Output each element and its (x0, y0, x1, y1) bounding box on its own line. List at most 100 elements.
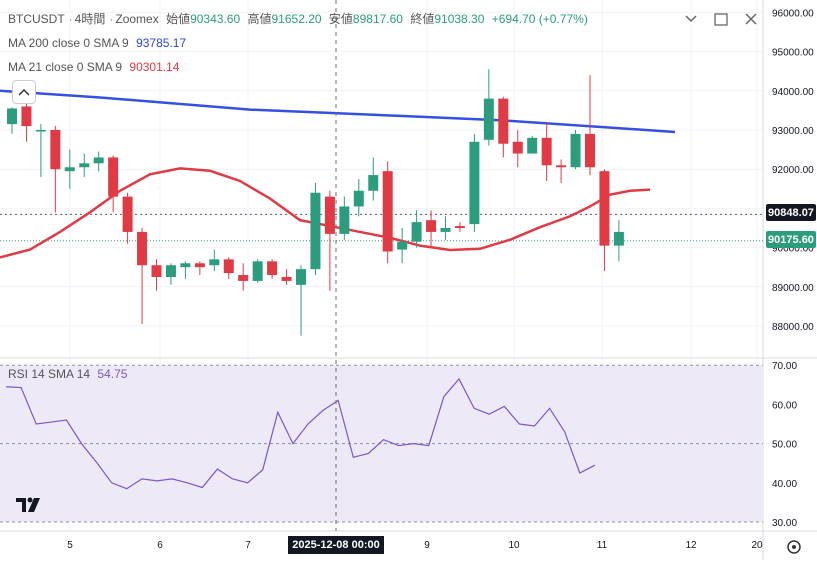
rsi-line-group (5, 377, 596, 490)
high-label: 高値 (247, 12, 272, 26)
candle-body (50, 130, 61, 170)
candle (411, 210, 422, 248)
candle-body (7, 108, 17, 125)
rsi-legend[interactable]: RSI 14 SMA 14 54.75 (8, 367, 131, 381)
candle (35, 124, 46, 178)
candle (527, 135, 538, 154)
time-tick-label: 5 (67, 540, 73, 551)
low-value: 89817.60 (352, 12, 403, 26)
candle-body (527, 137, 538, 154)
change-value: +694.70 (+0.77%) (491, 12, 588, 26)
candle-body (556, 165, 567, 168)
tradingview-logo[interactable] (16, 494, 44, 514)
candle-body (209, 259, 220, 266)
ma200-value: 93785.17 (136, 36, 187, 50)
candle-body (483, 98, 494, 140)
candle (238, 263, 249, 291)
candle (339, 196, 350, 240)
price-tick-label: 93000.00 (772, 126, 814, 137)
candle (599, 169, 610, 272)
candle-body (426, 220, 437, 232)
exchange-label: Zoomex (115, 12, 159, 26)
interval-label[interactable]: 4時間 (74, 12, 106, 26)
maximize-icon (710, 13, 732, 34)
candle (79, 153, 90, 178)
close-button[interactable] (740, 8, 762, 30)
price-tick-label: 90000.00 (772, 244, 814, 255)
candle-body (570, 133, 581, 168)
candle (469, 133, 480, 232)
candle (64, 149, 75, 189)
candle-body (296, 269, 306, 285)
candle-body (469, 141, 480, 225)
candle-body (267, 261, 278, 276)
candle (440, 216, 451, 240)
candle-body (368, 175, 379, 191)
low-label: 安値 (328, 12, 353, 26)
candle (324, 190, 335, 291)
rsi-tick-label: 40.00 (772, 479, 797, 490)
symbol-label[interactable]: BTCUSDT (8, 12, 65, 26)
candle (498, 96, 509, 158)
maximize-button[interactable] (710, 8, 732, 30)
candle-body (512, 141, 523, 154)
chevron-down-button[interactable] (680, 8, 702, 30)
candle (556, 159, 567, 183)
candle (151, 259, 162, 291)
price-tick-label: 95000.00 (772, 48, 814, 59)
candle (585, 75, 595, 176)
time-tick-label: 9 (424, 540, 430, 551)
settings-button[interactable] (784, 537, 804, 557)
candle-body (454, 226, 465, 228)
collapse-legend-button[interactable] (12, 80, 36, 104)
candle-body (93, 157, 104, 164)
candle-body (541, 137, 552, 166)
close-icon (740, 13, 762, 34)
candle-body (382, 171, 393, 252)
candle (541, 122, 552, 181)
candle (483, 69, 494, 146)
ma21-legend[interactable]: MA 21 close 0 SMA 9 90301.14 (8, 60, 183, 74)
rsi-value: 54.75 (97, 367, 128, 381)
crosshair-time-badge: 2025-12-08 00:00 (288, 536, 384, 554)
candle-body (613, 231, 624, 246)
candle (310, 182, 321, 276)
rsi-tick-label: 50.00 (772, 440, 797, 451)
moving-average-lines (0, 89, 676, 259)
candle (50, 126, 61, 213)
candle (165, 263, 176, 285)
chevron-down-icon (680, 15, 702, 34)
high-value: 91652.20 (271, 12, 322, 26)
header-legend: BTCUSDT · 4時間 · Zoomex 始値90343.60 高値91652.20… (8, 12, 588, 26)
time-tick-label: 6 (157, 540, 163, 551)
candle-body (238, 275, 249, 281)
ma21-value: 90301.14 (129, 60, 180, 74)
candle-body (165, 265, 176, 277)
candle (613, 220, 624, 262)
candle-body (194, 263, 205, 268)
candle-body (585, 133, 595, 168)
tradingview-logo-icon (16, 497, 44, 518)
candle-body (339, 206, 350, 234)
time-axis[interactable]: 5 6 7 9 10 11 12 20 (67, 540, 763, 551)
last-price-badge: 90175.60 (766, 231, 816, 248)
candle-body (397, 241, 408, 250)
rsi-line (5, 377, 596, 490)
price-axis[interactable]: 88000.0089000.0090000.0091000.0092000.00… (772, 8, 814, 529)
rsi-tick-label: 60.00 (772, 400, 797, 411)
candle-body (599, 171, 610, 246)
candle (397, 228, 408, 264)
candle-body (64, 167, 75, 172)
candle (368, 157, 379, 201)
candle (382, 161, 393, 264)
candles (7, 69, 624, 336)
time-tick-label: 20 (751, 540, 763, 551)
ma200-legend[interactable]: MA 200 close 0 SMA 9 93785.17 (8, 36, 190, 50)
rsi-tick-label: 70.00 (772, 361, 797, 372)
candle (21, 98, 32, 142)
time-tick-label: 12 (685, 540, 697, 551)
candle (267, 259, 278, 279)
candle (194, 261, 205, 276)
dashed-level-badge: 90848.07 (766, 204, 816, 221)
